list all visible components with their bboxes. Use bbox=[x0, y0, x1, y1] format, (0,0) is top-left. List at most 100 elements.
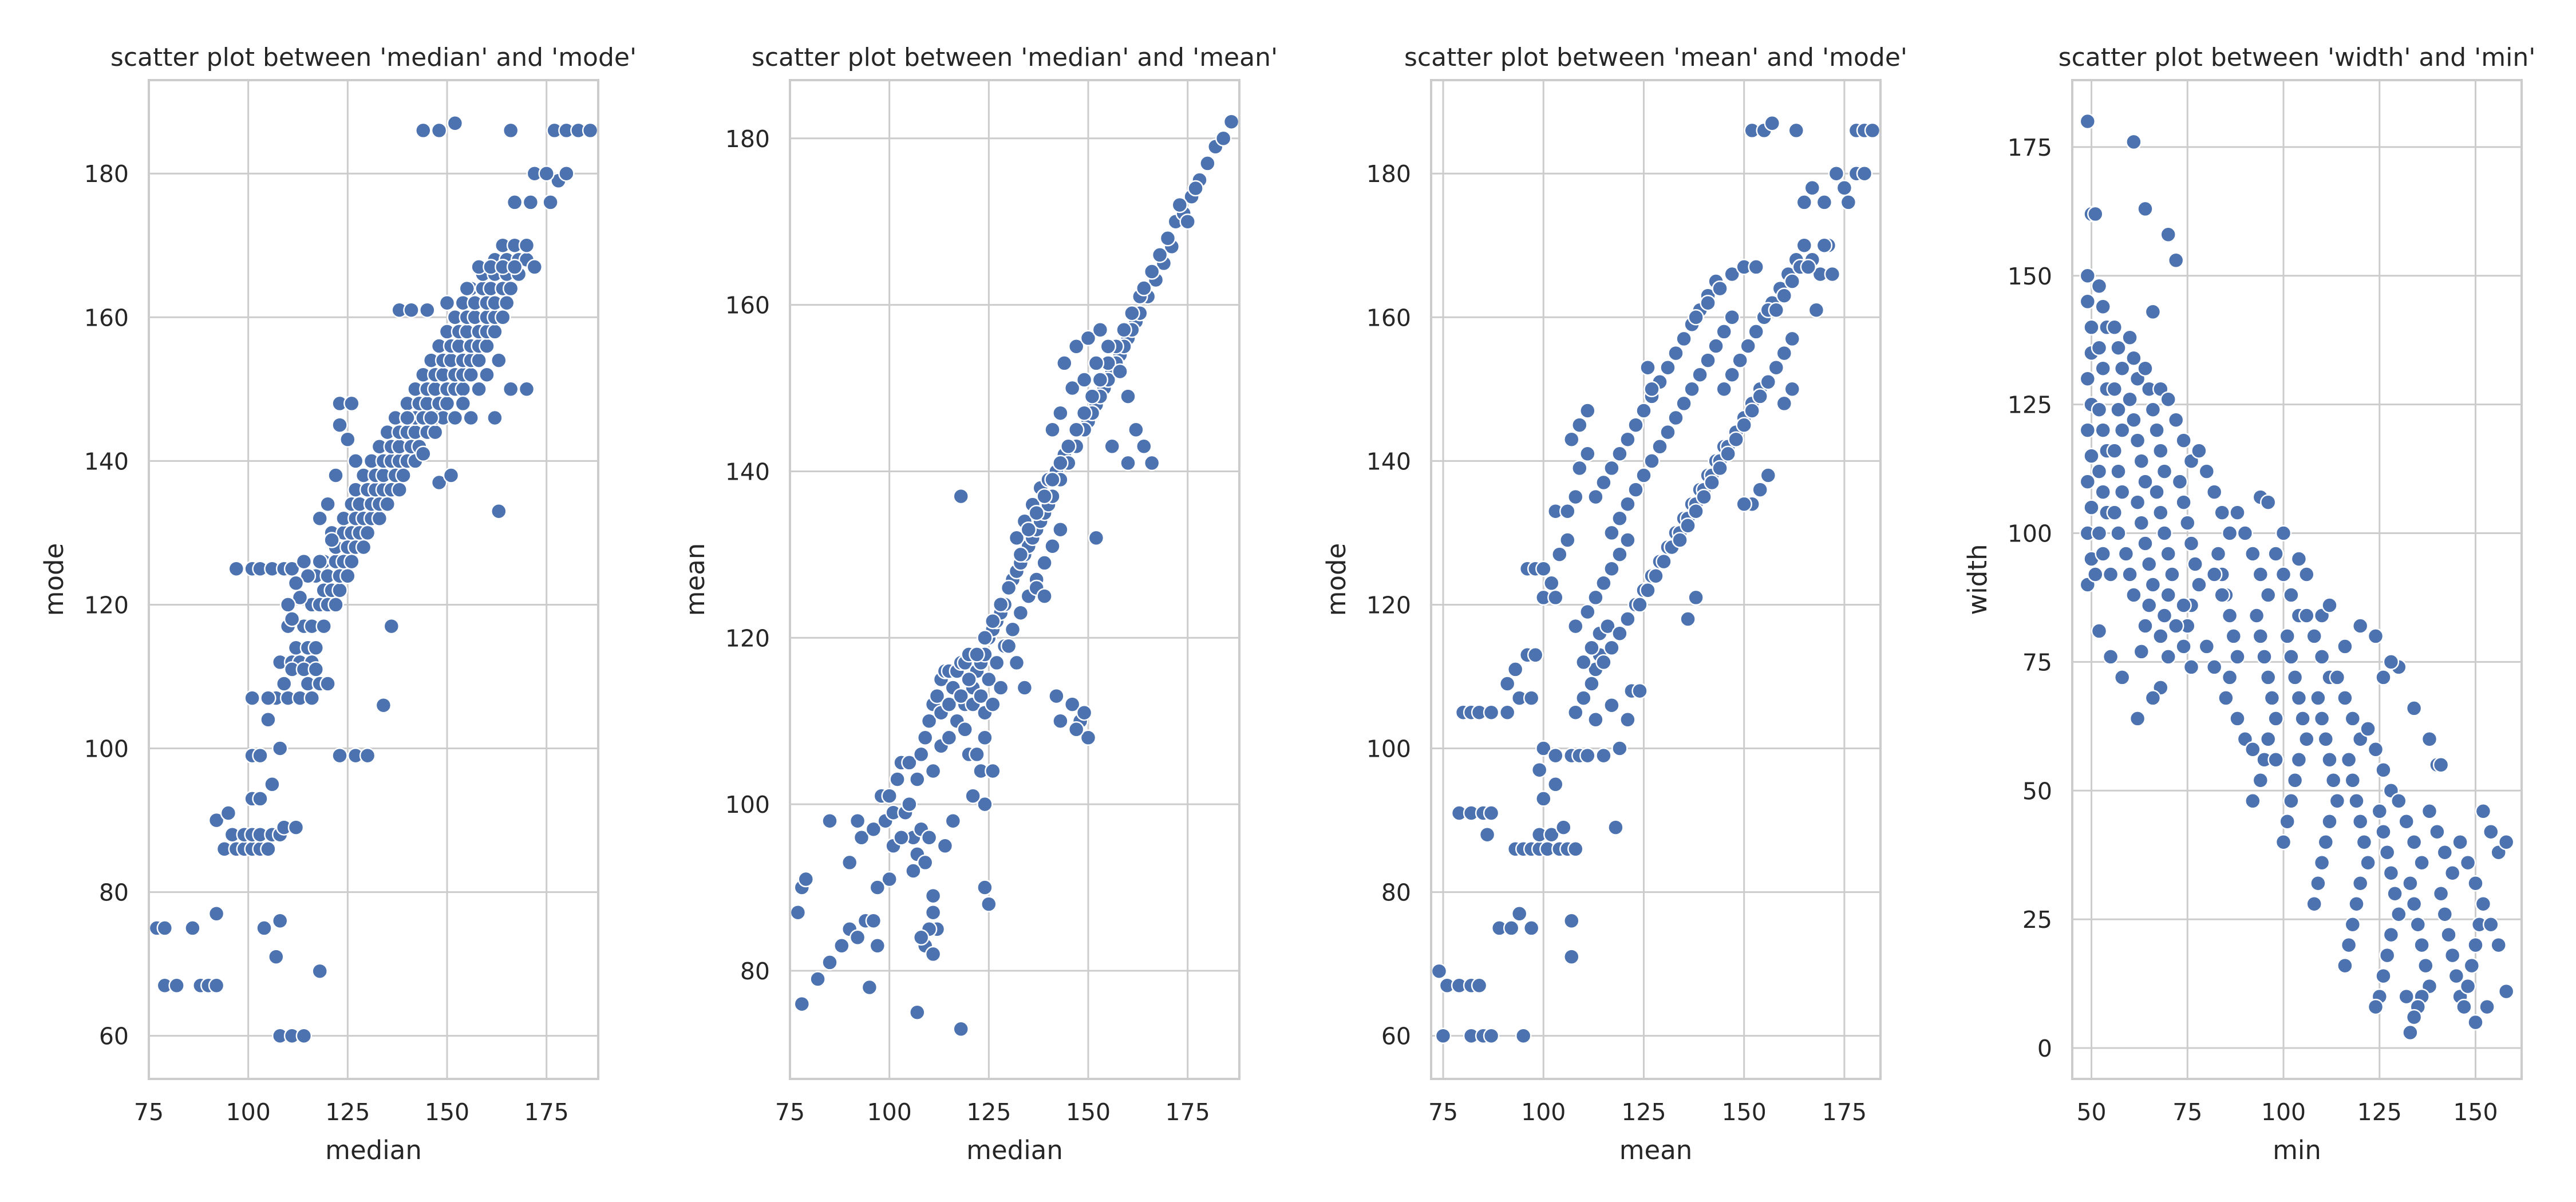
x-tick-label: 150 bbox=[425, 1098, 469, 1126]
scatter-point bbox=[2252, 628, 2269, 645]
scatter-point bbox=[1143, 263, 1160, 280]
scatter-point bbox=[1499, 704, 1516, 721]
scatter-point bbox=[1012, 546, 1029, 563]
scatter-point bbox=[1120, 454, 1136, 472]
scatter-point bbox=[479, 338, 495, 354]
chart-panel-2: 75 100 125 150 175 80 100 120 140 160 180 scatter p… bbox=[680, 43, 1278, 1165]
scatter-point bbox=[2148, 422, 2165, 438]
scatter-point bbox=[1044, 421, 1061, 438]
y-tick-label: 80 bbox=[740, 958, 770, 985]
scatter-point bbox=[2436, 844, 2453, 861]
scatter-point bbox=[2352, 618, 2369, 634]
scatter-point bbox=[2475, 895, 2492, 912]
scatter-point bbox=[2248, 607, 2265, 624]
scatter-point bbox=[2317, 731, 2334, 748]
scatter-point bbox=[1599, 618, 1616, 635]
scatter-point bbox=[279, 596, 297, 613]
scatter-point bbox=[2429, 823, 2445, 840]
scatter-point bbox=[2313, 710, 2330, 727]
scatter-point bbox=[1635, 402, 1652, 419]
scatter-point bbox=[1752, 481, 1768, 498]
y-tick-label: 150 bbox=[2008, 263, 2052, 290]
scatter-point bbox=[1688, 309, 1704, 326]
scatter-point bbox=[953, 1021, 969, 1038]
scatter-point bbox=[343, 553, 360, 570]
scatter-point bbox=[1748, 259, 1764, 275]
scatter-point bbox=[961, 671, 977, 688]
scatter-point bbox=[442, 467, 460, 484]
scatter-point bbox=[1836, 180, 1853, 196]
scatter-point bbox=[395, 467, 412, 484]
scatter-point bbox=[1579, 445, 1596, 462]
scatter-point bbox=[865, 821, 882, 838]
scatter-point bbox=[1643, 453, 1660, 469]
y-tick-label: 180 bbox=[725, 125, 770, 153]
scatter-point bbox=[2367, 628, 2384, 645]
scatter-point bbox=[1567, 704, 1584, 721]
scatter-point bbox=[1603, 524, 1620, 541]
scatter-point bbox=[2371, 803, 2388, 820]
scatter-point bbox=[1551, 546, 1568, 563]
scatter-point bbox=[2259, 587, 2277, 603]
scatter-point bbox=[438, 395, 456, 412]
x-axis-label: median bbox=[966, 1135, 1063, 1165]
x-tick-label: 175 bbox=[524, 1098, 569, 1126]
scatter-point bbox=[2160, 226, 2176, 243]
scatter-point bbox=[1036, 588, 1053, 604]
scatter-point bbox=[1028, 504, 1045, 521]
y-tick-label: 120 bbox=[1366, 591, 1411, 619]
scatter-point bbox=[2275, 525, 2292, 541]
x-tick-label: 75 bbox=[1428, 1098, 1458, 1126]
y-tick-label: 100 bbox=[84, 736, 129, 763]
scatter-point bbox=[2087, 566, 2104, 583]
scatter-point bbox=[2375, 669, 2392, 686]
scatter-point bbox=[2356, 833, 2373, 851]
scatter-point bbox=[1535, 790, 1552, 807]
scatter-point bbox=[861, 979, 878, 996]
scatter-point bbox=[2137, 360, 2154, 377]
scatter-point bbox=[2125, 587, 2142, 603]
scatter-point bbox=[2079, 370, 2096, 387]
scatter-point bbox=[1000, 579, 1017, 596]
scatter-point bbox=[2175, 638, 2192, 655]
scatter-point bbox=[1744, 402, 1760, 419]
axes-frame bbox=[148, 79, 599, 1080]
scatter-point bbox=[1527, 647, 1544, 663]
scatter-point bbox=[2110, 525, 2127, 541]
scatter-point bbox=[2432, 757, 2449, 773]
scatter-point bbox=[2329, 793, 2346, 809]
scatter-point bbox=[2310, 690, 2326, 706]
scatter-point bbox=[924, 904, 942, 921]
scatter-point bbox=[327, 467, 344, 484]
scatter-point bbox=[1627, 481, 1644, 498]
scatter-point bbox=[1635, 467, 1652, 484]
scatter-point bbox=[905, 863, 922, 879]
scatter-point bbox=[315, 618, 332, 635]
scatter-point bbox=[2259, 731, 2277, 748]
scatter-point bbox=[2160, 649, 2176, 665]
scatter-point bbox=[1603, 560, 1620, 577]
scatter-point bbox=[1619, 496, 1636, 512]
scatter-point bbox=[1587, 589, 1604, 606]
scatter-point bbox=[2206, 484, 2223, 500]
x-tick-label: 100 bbox=[867, 1098, 912, 1126]
scatter-point bbox=[2237, 525, 2254, 541]
scatter-point bbox=[2263, 690, 2281, 706]
scatter-point bbox=[1076, 371, 1093, 388]
scatter-point bbox=[937, 837, 954, 855]
scatter-point bbox=[487, 323, 503, 340]
scatter-point bbox=[383, 618, 400, 635]
scatter-point bbox=[2467, 875, 2484, 892]
scatter-point bbox=[981, 671, 997, 688]
scatter-point bbox=[2337, 638, 2353, 655]
scatter-point bbox=[1631, 682, 1648, 699]
scatter-point bbox=[2245, 793, 2261, 809]
scatter-point bbox=[2313, 649, 2330, 665]
scatter-point bbox=[2221, 607, 2238, 624]
x-tick-label: 125 bbox=[2357, 1098, 2402, 1126]
scatter-point bbox=[1776, 395, 1793, 412]
scatter-point bbox=[252, 790, 268, 807]
scatter-point bbox=[1535, 560, 1552, 577]
scatter-point bbox=[1076, 704, 1093, 721]
scatter-point bbox=[2129, 494, 2146, 511]
